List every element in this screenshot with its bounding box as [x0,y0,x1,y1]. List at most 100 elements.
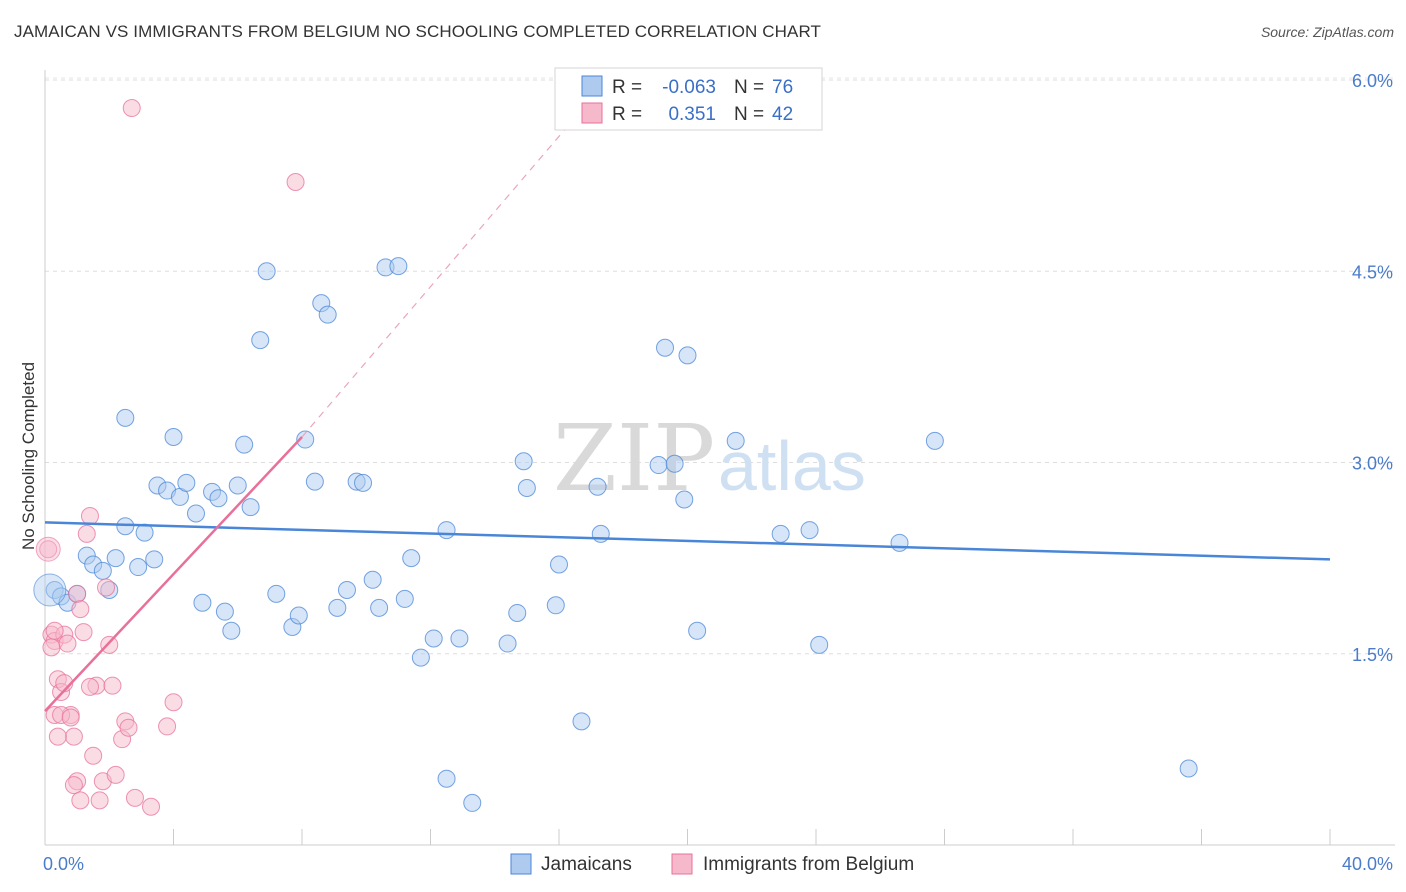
jamaican-point [424,629,443,648]
jamaican-point [209,489,228,508]
jamaican-point [437,769,456,788]
bottom-legend-label-belgium: Immigrants from Belgium [703,854,914,875]
legend-n-value-belgium: 42 [772,104,793,125]
legend-swatch-belgium [581,102,603,124]
jamaican-point [437,521,456,540]
belgium-point [48,727,67,746]
bottom-legend-swatch-belgium [671,853,693,875]
chart-title: JAMAICAN VS IMMIGRANTS FROM BELGIUM NO S… [14,22,821,41]
jamaican-point [93,561,112,580]
legend-r-label-belgium: R = [612,104,642,125]
jamaican-point [675,490,694,509]
belgium-point [100,635,119,654]
jamaican-point [145,550,164,569]
jamaican-point [296,430,315,449]
jamaican-point [810,635,829,654]
jamaican-point [228,476,247,495]
belgium-point [64,727,83,746]
jamaican-point [267,584,286,603]
jamaican-point [402,549,421,568]
y-tick-label: 4.5% [1352,262,1393,282]
jamaican-point [177,473,196,492]
jamaican-point [222,621,241,640]
bottom-legend-label-jamaicans: Jamaicans [541,854,632,875]
jamaican-point [363,570,382,589]
jamaican-point [508,603,527,622]
bottom-legend-swatch-jamaicans [510,853,532,875]
jamaican-point [370,598,389,617]
jamaican-point [665,454,684,473]
belgium-point [84,746,103,765]
legend-r-value-belgium: 0.351 [668,104,716,125]
y-tick-labels: 1.5% 3.0% 4.5% 6.0% [1352,71,1393,665]
belgium-point [119,718,138,737]
jamaican-point [305,472,324,491]
jamaican-point [517,479,536,497]
legend-r-value-jamaicans: -0.063 [662,77,716,98]
belgium-point [71,791,90,810]
belgium-point [74,623,93,642]
legend-swatch-jamaicans [581,75,603,97]
jamaican-point [411,648,430,667]
belgium-trend-extension [301,79,608,438]
belgium-trend-line [44,436,303,712]
legend-r-label-jamaicans: R = [612,77,642,98]
belgium-point [80,677,99,696]
belgium-point [71,600,90,619]
trend-lines [44,79,1331,712]
jamaican-point-cluster [33,573,67,607]
legend-n-label-jamaicans: N = [734,77,764,98]
jamaican-point [800,521,819,540]
axes [44,70,1395,846]
jamaican-point [318,305,337,324]
belgium-point [122,99,141,118]
jamaican-point [164,428,183,446]
jamaican-point [116,517,135,536]
jamaican-point [337,581,356,599]
jamaican-point [771,524,790,543]
jamaican-point [257,262,276,281]
belgium-point [61,708,80,727]
y-tick-label: 1.5% [1352,645,1393,665]
belgium-point [68,584,87,603]
jamaican-point [106,549,125,568]
jamaican-point [572,712,591,731]
x-tick-label-max: 40.0% [1342,854,1393,874]
jamaican-point [656,338,675,357]
jamaican-point [588,477,607,496]
belgium-point [45,621,64,640]
belgium-point [125,788,144,807]
jamaican-point [251,331,270,350]
gridlines [45,77,1395,655]
jamaican-point [395,589,414,608]
jamaican-point [1179,759,1198,778]
belgium-point [286,173,305,191]
jamaican-point [215,602,234,621]
jamaican-point [193,593,212,612]
source-credit: Source: ZipAtlas.com [1260,24,1394,40]
y-tick-label: 6.0% [1352,71,1393,91]
jamaican-point [463,793,482,812]
jamaican-point [450,629,469,648]
jamaican-point [498,634,517,653]
jamaican-point [186,504,205,523]
legend-n-label-belgium: N = [734,104,764,125]
belgium-point [103,676,122,695]
jamaican-point [328,598,347,617]
x-tick-labels: 0.0% 40.0% [43,854,1393,874]
belgium-point [164,693,183,712]
jamaican-point [550,555,568,574]
belgium-point [90,791,109,810]
y-tick-label: 3.0% [1352,454,1393,474]
jamaican-point [688,621,707,640]
legend-n-value-jamaicans: 76 [772,77,793,98]
jamaican-point [726,431,745,450]
jamaican-point [116,408,135,427]
jamaican-point [129,558,148,577]
series-legend: Jamaicans Immigrants from Belgium [510,853,914,875]
jamaican-point [514,452,533,471]
jamaican-point [389,257,408,276]
jamaican-point [289,606,308,625]
belgium-point [58,634,77,653]
